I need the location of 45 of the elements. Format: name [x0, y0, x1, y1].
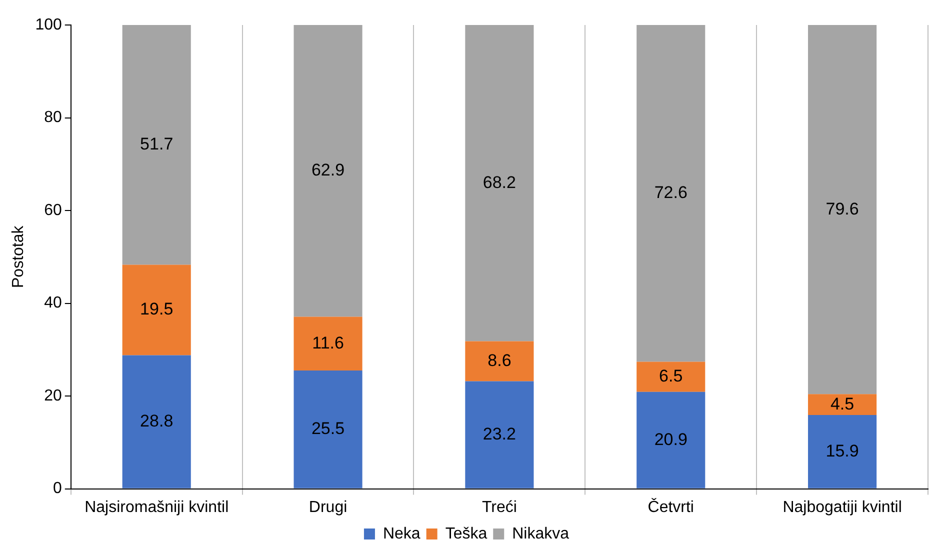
data-label: 11.6 [312, 333, 344, 352]
x-tick-label: Najsiromašniji kvintil [84, 498, 229, 516]
y-tick-label: 80 [44, 109, 62, 126]
legend-label: Neka [382, 525, 420, 542]
data-label: 20.9 [654, 430, 688, 449]
bar [636, 362, 706, 392]
data-label: 15.9 [826, 441, 859, 460]
y-tick-label: 100 [35, 16, 62, 34]
data-label: 6.5 [659, 366, 683, 386]
bar [465, 381, 534, 488]
data-label: 23.2 [482, 424, 516, 444]
bar [294, 316, 362, 371]
bar [122, 25, 191, 265]
data-label: 79.6 [826, 199, 859, 218]
bar [636, 25, 706, 362]
x-tick-label: Četvrti [648, 498, 694, 516]
bar [808, 415, 877, 488]
data-label: 25.5 [311, 419, 345, 438]
y-tick-label: 60 [44, 202, 62, 219]
y-tick-label: 0 [52, 480, 62, 498]
data-label: 62.9 [311, 160, 345, 180]
bar [808, 394, 877, 416]
bar [122, 355, 191, 488]
bar [465, 341, 534, 382]
data-label: 28.8 [140, 411, 174, 430]
legend-label: Teška [445, 525, 488, 542]
data-label: 19.5 [140, 300, 174, 319]
data-label: 72.6 [654, 183, 688, 202]
bar [294, 370, 362, 488]
y-axis-title: Postotak [10, 224, 28, 288]
x-tick-label: Treći [482, 498, 517, 516]
bar [465, 25, 534, 342]
x-tick-label: Najbogatiji kvintil [782, 498, 902, 516]
y-tick-label: 40 [44, 294, 62, 312]
data-label: 4.5 [830, 394, 854, 414]
bar [122, 264, 191, 356]
x-tick-label: Drugi [308, 498, 348, 516]
legend-label: Nikakva [512, 525, 570, 542]
data-label: 8.6 [488, 350, 512, 370]
bar [636, 392, 706, 488]
data-label: 51.7 [140, 134, 174, 154]
y-tick-label: 20 [44, 387, 62, 404]
bar [808, 25, 877, 394]
data-label: 68.2 [482, 172, 516, 192]
bar [294, 25, 362, 317]
